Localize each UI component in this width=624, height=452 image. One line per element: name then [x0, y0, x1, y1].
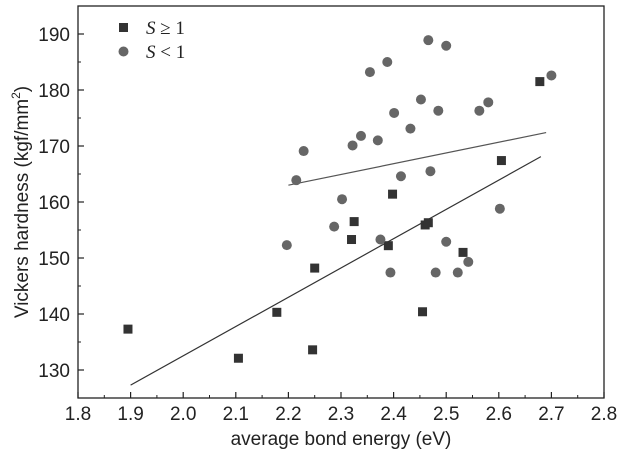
point-square-13: [496, 156, 506, 166]
point-circle-15: [415, 94, 426, 105]
point-circle-19: [433, 105, 444, 116]
y-tick-label-1: 140: [38, 305, 70, 326]
x-tick-label-9: 2.7: [538, 404, 564, 425]
legend: S ≥ 1 S < 1: [118, 18, 185, 63]
y-tick-label-3: 160: [38, 193, 70, 214]
point-circle-9: [375, 234, 386, 245]
point-circle-8: [372, 135, 383, 146]
legend-rest-ge: ≥ 1: [156, 18, 185, 39]
fit-lines: [130, 131, 547, 386]
point-circle-21: [441, 40, 452, 51]
point-circle-5: [347, 140, 358, 151]
y-tick-label-5: 180: [38, 81, 70, 102]
legend-label-s-lt-1: S < 1: [146, 42, 185, 63]
x-tick-label-5: 2.3: [328, 404, 354, 425]
point-circle-17: [425, 166, 436, 177]
x-tick-label-7: 2.5: [433, 404, 459, 425]
legend-var-s: S: [146, 18, 156, 39]
point-circle-4: [337, 194, 348, 205]
point-circle-0: [281, 240, 292, 251]
x-tick-label-3: 2.1: [223, 404, 249, 425]
legend-var-s2: S: [146, 42, 156, 63]
point-square-11: [423, 218, 433, 228]
point-circle-22: [452, 267, 463, 278]
y-tick-label-0: 130: [38, 361, 70, 382]
point-circle-6: [355, 130, 366, 141]
point-circle-3: [329, 221, 340, 232]
point-circle-26: [494, 203, 505, 214]
x-tick-label-1: 1.9: [117, 404, 143, 425]
y-axis-label-main: Vickers hardness (kgf/mm: [12, 99, 33, 318]
fit-line-series-0: [130, 156, 542, 386]
point-circle-18: [430, 267, 441, 278]
y-tick-label-6: 190: [38, 25, 70, 46]
point-circle-13: [395, 171, 406, 182]
legend-rest-lt: < 1: [156, 42, 186, 63]
x-tick-label-0: 1.8: [65, 404, 91, 425]
point-circle-20: [441, 236, 452, 247]
y-axis-label-close: ): [12, 86, 33, 92]
legend-label-s-ge-1: S ≥ 1: [146, 18, 185, 39]
point-square-9: [418, 307, 428, 317]
point-square-4: [310, 263, 320, 273]
point-circle-24: [474, 105, 485, 116]
point-square-12: [458, 247, 468, 257]
point-square-2: [272, 307, 282, 317]
point-circle-16: [423, 35, 434, 46]
x-axis-label: average bond energy (eV): [231, 429, 452, 450]
x-tick-label-2: 2.0: [170, 404, 196, 425]
x-tick-label-8: 2.6: [486, 404, 512, 425]
point-circle-14: [405, 123, 416, 134]
point-square-5: [347, 235, 357, 245]
x-tick-label-6: 2.4: [380, 404, 407, 425]
point-square-7: [383, 241, 393, 251]
data-points: [123, 35, 557, 363]
point-circle-25: [483, 97, 494, 108]
point-square-8: [388, 189, 398, 199]
legend-marker-square: [119, 23, 128, 32]
point-circle-10: [382, 57, 393, 67]
legend-marker-circle: [118, 46, 129, 57]
point-square-1: [233, 353, 243, 363]
point-square-6: [349, 217, 359, 227]
x-tick-label-10: 2.8: [591, 404, 617, 425]
y-axis-label: Vickers hardness (kgf/mm2): [9, 86, 33, 318]
point-circle-23: [463, 256, 474, 267]
point-circle-2: [298, 146, 309, 157]
axis-ticks: 1.8 1.9 2.0 2.1 2.2 2.3 2.4 2.5 2.6 2.7 2.8 130 140 1…: [38, 5, 617, 425]
point-square-3: [308, 345, 318, 355]
point-square-0: [123, 324, 133, 334]
y-axis-label-sup: 2: [9, 92, 23, 99]
point-square-14: [535, 77, 545, 87]
point-circle-11: [385, 267, 396, 278]
y-tick-label-2: 150: [38, 249, 70, 270]
point-circle-7: [364, 67, 375, 78]
x-tick-label-4: 2.2: [275, 404, 301, 425]
fit-line-series-1: [288, 131, 547, 186]
y-tick-label-4: 170: [38, 137, 70, 158]
point-circle-12: [389, 107, 400, 118]
point-circle-1: [291, 175, 302, 186]
point-circle-27: [546, 70, 557, 81]
